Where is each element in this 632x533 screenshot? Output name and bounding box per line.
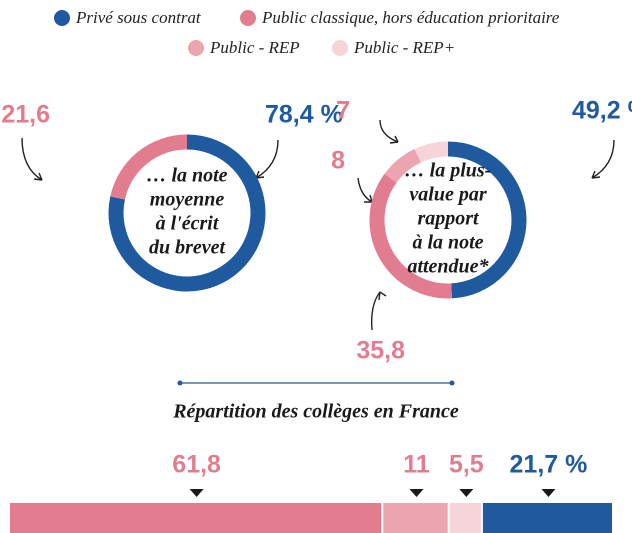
arrow-head [255, 170, 265, 179]
legend-swatch [332, 40, 348, 56]
bar-segment [383, 503, 448, 533]
center-text: du brevet [149, 237, 227, 259]
value-label: 8 [331, 147, 345, 175]
arrow [591, 139, 615, 179]
arrow [379, 119, 399, 143]
pointer [541, 489, 556, 497]
bar-segment [482, 503, 612, 533]
arrow [357, 177, 373, 203]
bar-segment [449, 503, 481, 533]
donut-segment [447, 141, 527, 299]
arrow [255, 139, 279, 179]
pointer [459, 489, 474, 497]
legend-label: Public - REP+ [353, 38, 455, 57]
arrow-head [33, 172, 43, 181]
arrow-head [591, 170, 601, 179]
arrow [370, 291, 381, 331]
legend-swatch [188, 40, 204, 56]
value-label: 35,8 [356, 337, 405, 365]
value-label: 49,2 % [572, 97, 632, 125]
center-text: value par [409, 184, 486, 206]
divider-dot [449, 380, 455, 386]
arrow-head [389, 135, 399, 144]
value-label: 5,5 [449, 451, 484, 479]
donut-segment [414, 141, 449, 163]
center-text: moyenne [150, 189, 225, 211]
center-text: à la note [412, 232, 483, 254]
legend-swatch [54, 10, 70, 26]
arrow-head [378, 291, 387, 301]
legend-label: Public - REP [209, 38, 300, 57]
center-text: … la note [146, 165, 227, 187]
center-text: … la plus- [405, 160, 492, 182]
divider-dot [177, 380, 183, 386]
bar-segment [10, 503, 382, 533]
value-label: 21,7 % [510, 451, 588, 479]
value-label: 61,8 [172, 451, 221, 479]
pointer [189, 489, 204, 497]
value-label: 11 [403, 451, 430, 479]
legend-label: Public classique, hors éducation priorit… [261, 8, 560, 27]
arrows [21, 119, 615, 331]
bar-title: Répartition des collèges en France [172, 401, 459, 423]
value-label: 78,4 % [265, 101, 343, 129]
pointer [409, 489, 424, 497]
background-texture [177, 380, 455, 386]
center-text: à l'écrit [156, 213, 220, 235]
donut-segment [108, 134, 266, 292]
donut-segment [110, 134, 188, 200]
center-text: attendue* [407, 256, 489, 278]
value-label: 21,6 [1, 101, 50, 129]
arrow-head [364, 194, 373, 203]
center-text: rapport [417, 208, 480, 230]
donut-segment [384, 148, 422, 183]
legend-swatch [240, 10, 256, 26]
donut-segment [369, 173, 452, 299]
arrow [21, 137, 43, 181]
value-label: 7 [336, 97, 350, 125]
legend-label: Privé sous contrat [75, 8, 202, 27]
